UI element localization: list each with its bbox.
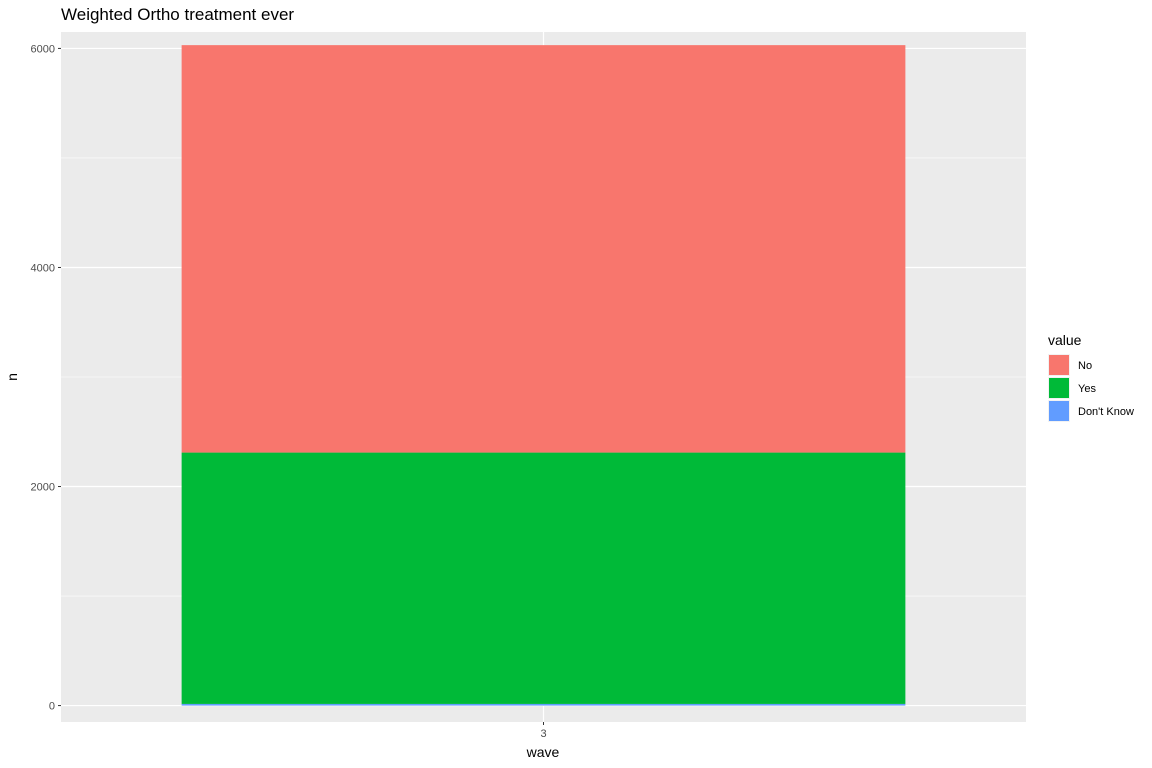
bar-segment-don-t-know <box>181 703 906 706</box>
y-tick-label: 6000 <box>31 43 55 55</box>
bar-segment-no <box>181 45 906 453</box>
y-tick-label: 0 <box>49 701 55 713</box>
legend-title: value <box>1048 332 1082 348</box>
chart-title: Weighted Ortho treatment ever <box>61 5 294 24</box>
y-tick-label: 2000 <box>31 482 55 494</box>
bar-segment-yes <box>181 452 906 704</box>
x-axis: 3 <box>540 722 547 740</box>
x-tick-label: 3 <box>540 728 546 740</box>
legend-label-yes: Yes <box>1078 383 1096 395</box>
legend-key-no <box>1049 355 1069 375</box>
y-tick-label: 4000 <box>31 262 55 274</box>
legend-key-yes <box>1049 378 1069 398</box>
x-axis-title: wave <box>526 744 560 760</box>
y-axis-title: n <box>4 373 20 381</box>
bars <box>181 45 906 706</box>
legend-label-don-t-know: Don't Know <box>1078 406 1134 418</box>
y-axis: 0 2000 4000 6000 <box>31 43 61 713</box>
legend-key-don-t-know <box>1049 401 1069 421</box>
legend-label-no: No <box>1078 360 1092 372</box>
legend: value No Yes Don't Know <box>1048 332 1134 422</box>
